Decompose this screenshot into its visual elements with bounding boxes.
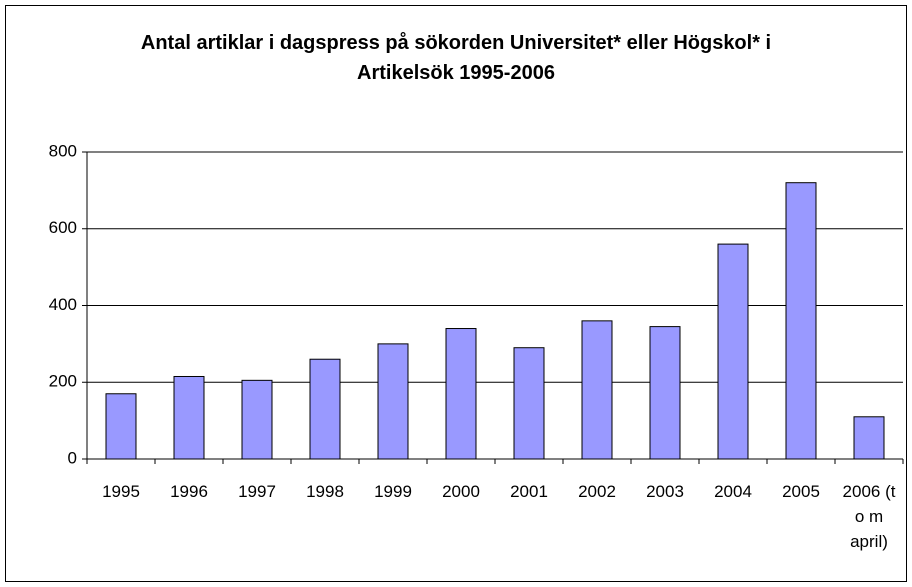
bar <box>173 375 205 460</box>
x-tick-label: 1998 <box>306 482 344 501</box>
bar <box>853 416 885 460</box>
x-tick-label: 2001 <box>510 482 548 501</box>
x-tick-label: 1997 <box>238 482 276 501</box>
bar <box>241 379 273 460</box>
x-tick-label: 1995 <box>102 482 140 501</box>
x-tick-label: 2002 <box>578 482 616 501</box>
x-tick-label: 2006 (t o m april) <box>842 482 896 551</box>
x-tick-label: 1996 <box>170 482 208 501</box>
x-tick-label: 2000 <box>442 482 480 501</box>
y-tick-label: 600 <box>49 218 77 237</box>
bar <box>649 326 681 460</box>
chart-title: Antal artiklar i dagspress på sökorden U… <box>140 32 772 84</box>
y-tick-label: 400 <box>49 295 77 314</box>
y-tick-label: 0 <box>68 448 77 467</box>
bar <box>785 182 817 460</box>
x-tick-label: 1999 <box>374 482 412 501</box>
y-tick-label: 200 <box>49 372 77 391</box>
y-tick-label: 800 <box>49 141 77 160</box>
bar <box>309 358 341 460</box>
chart-frame <box>5 5 907 582</box>
bar <box>581 320 613 460</box>
x-tick-label: 2003 <box>646 482 684 501</box>
bar <box>717 243 749 460</box>
x-tick-label: 2005 <box>782 482 820 501</box>
bar <box>377 343 409 460</box>
bar <box>513 347 545 460</box>
bar <box>445 328 477 460</box>
bar <box>105 393 137 460</box>
x-tick-label: 2004 <box>714 482 752 501</box>
